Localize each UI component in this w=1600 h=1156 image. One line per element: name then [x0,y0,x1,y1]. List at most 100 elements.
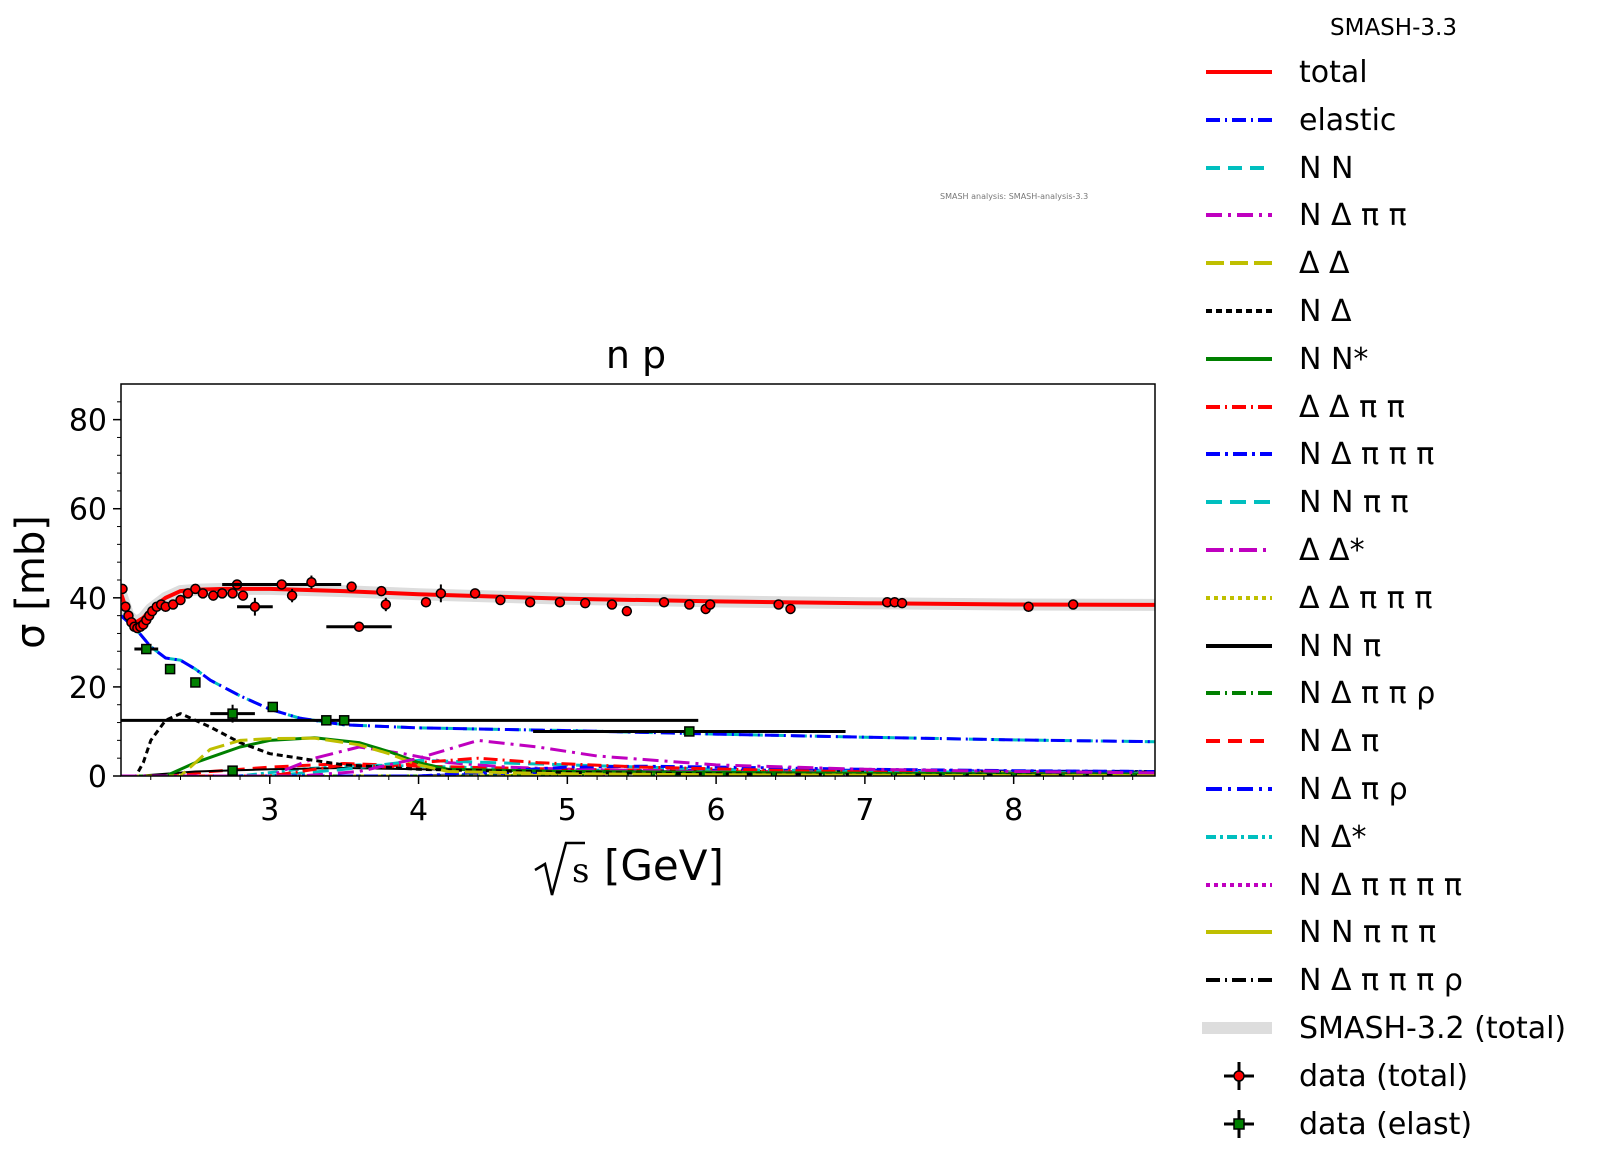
data-point [579,597,591,609]
data-point [167,599,179,610]
data-point [222,579,342,590]
legend-swatch [1206,117,1272,122]
data-point [469,588,481,599]
legend-swatch [1206,643,1272,648]
watermark-text: SMASH analysis: SMASH-analysis-3.3 [940,192,1089,201]
data-point [338,715,350,726]
legend-swatch [1206,404,1272,409]
data-point [380,597,392,612]
legend-item: N Δ [1202,291,1592,331]
legend-label: N Δ π π ρ [1299,676,1436,712]
legend-item: Δ Δ π π [1202,387,1592,427]
legend-label: N N π π π [1299,915,1437,951]
legend-item: N N [1202,148,1592,188]
series-layer [121,582,1155,776]
legend-item: SMASH-3.2 (total) [1202,1008,1592,1048]
plot-frame [120,383,1156,777]
data-point [286,588,298,603]
legend-item: N Δ π π [1202,195,1592,235]
legend-swatch [1224,1109,1254,1138]
data-point [1067,599,1079,610]
legend-label: elastic [1299,102,1397,138]
legend-item: N N π [1202,626,1592,666]
data-point [896,597,908,609]
legend-swatch [1206,930,1272,935]
data-point [175,594,186,606]
data-point [1023,601,1034,612]
data-point [495,594,506,606]
data-point [658,597,670,608]
series-line [121,586,1155,625]
legend-swatch [1206,165,1272,170]
data-point [785,603,796,615]
data-point [164,663,176,675]
legend-label: Δ Δ π π π [1299,580,1433,616]
legend-item: N Δ* [1202,817,1592,857]
legend-label: SMASH-3.2 (total) [1299,1011,1567,1046]
legend-swatch [1206,739,1272,744]
data-point [267,701,279,713]
series-line [121,614,1155,744]
series-line [121,763,1155,776]
legend-item: N Δ π π π [1202,434,1592,474]
legend-swatch [1206,548,1272,552]
data-point [227,765,238,776]
x-tick-label: 5 [558,793,577,828]
data-points-layer [121,575,1079,776]
legend-label: N Δ* [1299,819,1367,855]
series-line [121,756,1155,776]
legend-label: N N [1299,150,1354,186]
legend-item: N Δ π π π π [1202,865,1592,905]
data-point [134,643,159,655]
legend-item: N N π π [1202,482,1592,522]
data-point [420,597,432,608]
series-line [121,736,1155,776]
legend-swatch [1202,1022,1272,1034]
legend-label: N Δ π π π π [1299,867,1462,903]
x-tick-label: 7 [855,793,874,828]
legend-swatch [1206,261,1272,266]
legend-label: N Δ π π π [1299,437,1435,473]
sqrt-sign [534,841,585,896]
data-point [190,677,201,688]
data-point [306,575,317,589]
data-point [227,588,238,599]
legend-swatch [1206,595,1272,600]
x-tick-label: 4 [409,793,428,828]
data-point [207,590,219,601]
legend-swatch [1206,309,1272,313]
legend-swatch [1206,882,1272,887]
data-point [621,605,633,617]
legend-item: N Δ π ρ [1202,769,1592,809]
y-tick-label: 60 [69,493,107,528]
data-point [182,588,194,599]
data-point [121,715,699,726]
data-point [376,585,387,597]
legend-item: total [1202,52,1592,92]
x-tick-label: 3 [260,793,279,828]
legend-label: N N π π [1299,485,1409,521]
data-point [121,583,128,595]
data-point [237,590,249,601]
data-point [524,597,536,608]
data-point [684,599,695,610]
data-point [197,588,209,599]
x-tick-label: 6 [707,793,726,828]
data-point [237,597,273,616]
chart-title: n p [606,333,666,377]
legend-swatch [1206,213,1272,218]
data-point [554,597,566,608]
legend-item: Δ Δ [1202,243,1592,283]
x-axis-variable: s [572,851,589,891]
legend-title: SMASH-3.3 [1330,15,1457,41]
data-point [606,599,618,610]
data-point [704,599,716,610]
y-tick-label: 0 [88,760,107,795]
series-line [121,614,1155,744]
data-point [346,581,357,592]
legend-swatch [1206,500,1272,505]
legend-label: N Δ π π [1299,198,1407,234]
legend-item: N N π π π [1202,912,1592,952]
